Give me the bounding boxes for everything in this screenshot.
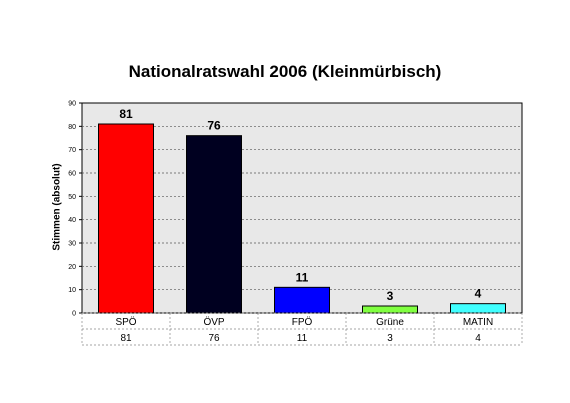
data-label: 81 (119, 107, 133, 121)
data-table: SPÖ 81 ÖVP 76 FPÖ 11 Grüne 3 MATIN 4 (81, 312, 523, 346)
y-tick-label: 0 (72, 311, 76, 318)
y-tick-label: 50 (68, 194, 76, 201)
bar (186, 135, 242, 314)
y-tick-label: 60 (68, 171, 76, 178)
data-label: 4 (475, 287, 482, 301)
y-tick-label: 20 (68, 264, 76, 271)
table-value: 4 (475, 333, 481, 344)
y-tick-label: 70 (68, 147, 76, 154)
chart-title: Nationalratswahl 2006 (Kleinmürbisch) (128, 62, 442, 81)
y-tick-label: 80 (68, 124, 76, 131)
x-tick-label: ÖVP (203, 316, 224, 328)
y-tick-label: 30 (68, 241, 76, 248)
y-tick-labels: 0 10 20 30 40 50 60 70 80 90 (68, 101, 76, 318)
bar (274, 286, 330, 314)
y-tick-label: 40 (68, 217, 76, 224)
table-value: 76 (208, 333, 220, 344)
x-tick-label: FPÖ (292, 316, 313, 328)
x-tick-label: MATIN (463, 317, 493, 328)
table-value: 81 (120, 333, 132, 344)
x-tick-label: SPÖ (115, 316, 136, 328)
bar (362, 305, 418, 314)
bar (98, 123, 154, 314)
data-label: 3 (387, 289, 394, 303)
x-tick-label: Grüne (376, 317, 404, 328)
gridlines (79, 102, 523, 314)
plot-area (81, 102, 523, 314)
y-tick-label: 90 (68, 101, 76, 108)
bars (98, 123, 506, 314)
data-labels: 81 76 11 3 4 (119, 107, 481, 303)
table-value: 11 (297, 333, 308, 344)
bar (450, 303, 506, 314)
y-tick-label: 10 (68, 287, 76, 294)
data-label: 11 (296, 270, 309, 284)
data-label: 76 (207, 119, 221, 133)
table-value: 3 (387, 333, 393, 344)
